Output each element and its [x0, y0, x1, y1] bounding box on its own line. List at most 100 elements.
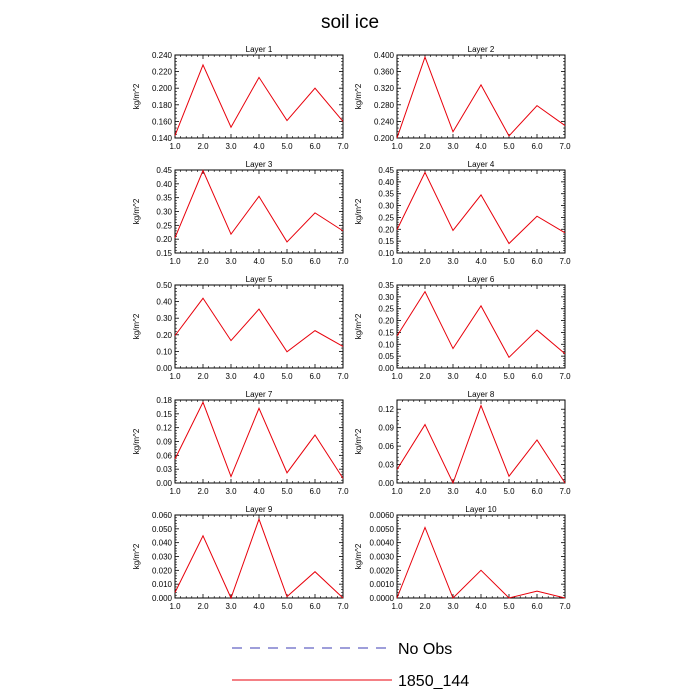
series-line-1850-144 [174, 63, 344, 136]
x-tick-label: 4.0 [253, 142, 265, 151]
x-tick-label: 3.0 [447, 142, 459, 151]
y-tick-label: 0.12 [156, 424, 172, 433]
panel-8: Layer 8 kg/m^2 1.0 2.0 3.0 4.0 5.0 6.0 7.0 0.00 0.… [354, 390, 571, 496]
panel-10: Layer 10 kg/m^2 1.0 2.0 3.0 4.0 5.0 6.0 7.0 0.000… [354, 505, 571, 611]
y-tick-label: 0.15 [156, 410, 172, 419]
y-tick-label: 0.00 [156, 479, 172, 488]
legend: No Obs 1850_144 [232, 641, 469, 690]
x-tick-label: 3.0 [447, 372, 459, 381]
plot-frame [396, 54, 566, 139]
x-tick-label: 4.0 [475, 142, 487, 151]
x-tick-label: 1.0 [169, 142, 181, 151]
y-tick-label: 0.40 [156, 180, 172, 189]
legend-item-2: 1850_144 [232, 673, 469, 690]
x-tick-label: 1.0 [391, 372, 403, 381]
y-tick-label: 0.10 [378, 249, 394, 258]
x-tick-label: 5.0 [503, 602, 515, 611]
x-tick-label: 2.0 [419, 487, 431, 496]
y-tick-label: 0.240 [374, 117, 395, 126]
x-tick-label: 4.0 [475, 602, 487, 611]
y-tick-label: 0.15 [378, 237, 394, 246]
legend-label: No Obs [398, 641, 452, 658]
y-tick-label: 0.09 [156, 438, 172, 447]
x-tick-label: 6.0 [531, 257, 543, 266]
x-tick-label: 3.0 [225, 142, 237, 151]
x-tick-label: 6.0 [309, 372, 321, 381]
x-tick-label: 5.0 [281, 257, 293, 266]
y-tick-label: 0.0050 [370, 525, 395, 534]
y-tick-label: 0.35 [378, 190, 394, 199]
y-tick-label: 0.400 [374, 51, 395, 60]
x-tick-label: 1.0 [391, 602, 403, 611]
plot-frame [174, 514, 344, 599]
x-tick-label: 6.0 [309, 257, 321, 266]
y-tick-label: 0.180 [152, 101, 173, 110]
x-tick-label: 2.0 [197, 372, 209, 381]
y-axis-label: kg/m^2 [354, 83, 363, 109]
y-tick-label: 0.280 [374, 101, 395, 110]
panel-title: Layer 4 [468, 160, 495, 169]
y-tick-label: 0.40 [378, 178, 394, 187]
y-tick-label: 0.060 [152, 511, 173, 520]
series-line-1850-144 [174, 517, 344, 600]
x-tick-label: 7.0 [337, 602, 349, 611]
y-tick-label: 0.30 [378, 202, 394, 211]
x-tick-label: 3.0 [225, 257, 237, 266]
y-tick-label: 0.50 [156, 281, 172, 290]
panel-1: Layer 1 kg/m^2 1.0 2.0 3.0 4.0 5.0 6.0 7.0 0.140 0… [132, 45, 349, 151]
series-line-1850-144 [396, 290, 566, 359]
y-tick-label: 0.0010 [370, 580, 395, 589]
x-tick-label: 3.0 [447, 602, 459, 611]
x-tick-label: 1.0 [169, 257, 181, 266]
panel-title: Layer 3 [246, 160, 273, 169]
y-tick-label: 0.12 [378, 405, 394, 414]
y-axis-label: kg/m^2 [354, 313, 363, 339]
x-tick-label: 7.0 [559, 257, 571, 266]
y-tick-label: 0.050 [152, 525, 173, 534]
x-tick-label: 7.0 [559, 372, 571, 381]
x-tick-label: 7.0 [559, 602, 571, 611]
y-axis-label: kg/m^2 [354, 543, 363, 569]
panel-4: Layer 4 kg/m^2 1.0 2.0 3.0 4.0 5.0 6.0 7.0 0.10 0.… [354, 160, 571, 266]
y-tick-label: 0.30 [156, 314, 172, 323]
x-tick-label: 7.0 [559, 142, 571, 151]
x-tick-label: 2.0 [419, 372, 431, 381]
panel-title: Layer 10 [465, 505, 497, 514]
y-tick-label: 0.06 [156, 451, 172, 460]
y-tick-label: 0.05 [378, 352, 394, 361]
y-axis-label: kg/m^2 [132, 428, 141, 454]
y-axis-label: kg/m^2 [132, 543, 141, 569]
y-tick-label: 0.15 [378, 328, 394, 337]
x-tick-label: 4.0 [253, 602, 265, 611]
y-tick-label: 0.00 [156, 364, 172, 373]
y-axis-label: kg/m^2 [132, 83, 141, 109]
series-line-1850-144 [396, 171, 566, 245]
panel-title: Layer 5 [246, 275, 273, 284]
y-tick-label: 0.0020 [370, 566, 395, 575]
legend-label: 1850_144 [398, 673, 469, 690]
y-tick-label: 0.0060 [370, 511, 395, 520]
panel-title: Layer 7 [246, 390, 273, 399]
y-tick-label: 0.030 [152, 553, 173, 562]
x-tick-label: 7.0 [337, 257, 349, 266]
y-tick-label: 0.06 [378, 442, 394, 451]
series-line-1850-144 [174, 169, 344, 243]
plot-frame [174, 284, 344, 369]
x-tick-label: 4.0 [475, 257, 487, 266]
x-tick-label: 3.0 [447, 487, 459, 496]
x-tick-label: 6.0 [309, 602, 321, 611]
y-tick-label: 0.30 [156, 208, 172, 217]
panel-5: Layer 5 kg/m^2 1.0 2.0 3.0 4.0 5.0 6.0 7.0 0.00 0.… [132, 275, 349, 381]
y-tick-label: 0.03 [378, 461, 394, 470]
plot-frame [396, 284, 566, 369]
y-tick-label: 0.010 [152, 580, 173, 589]
panel-title: Layer 6 [468, 275, 495, 284]
y-tick-label: 0.220 [152, 68, 173, 77]
y-tick-label: 0.40 [156, 298, 172, 307]
y-tick-label: 0.00 [378, 364, 394, 373]
x-tick-label: 7.0 [337, 372, 349, 381]
y-axis-label: kg/m^2 [132, 313, 141, 339]
y-tick-label: 0.30 [378, 293, 394, 302]
x-tick-label: 4.0 [475, 372, 487, 381]
